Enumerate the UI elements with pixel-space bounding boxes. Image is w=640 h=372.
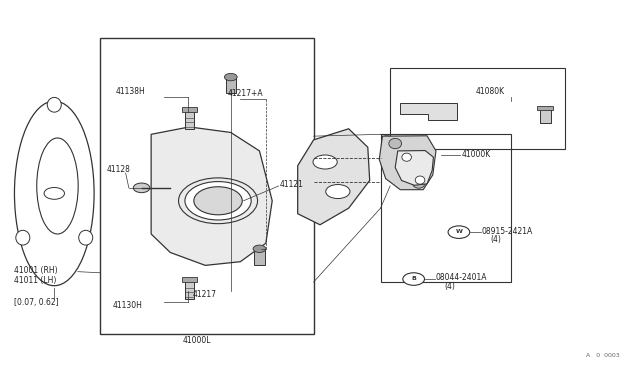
Circle shape (403, 273, 424, 285)
Bar (537, 106, 553, 110)
Bar (182, 107, 197, 112)
Ellipse shape (16, 230, 30, 245)
Circle shape (225, 73, 237, 81)
Text: 41121: 41121 (280, 180, 304, 189)
Text: W: W (456, 229, 462, 234)
Ellipse shape (412, 178, 425, 188)
Circle shape (185, 182, 251, 220)
Bar (381, 134, 511, 282)
Text: 08915-2421A: 08915-2421A (482, 227, 533, 235)
Ellipse shape (389, 138, 401, 149)
Text: 41217: 41217 (193, 291, 216, 299)
Text: (4): (4) (444, 282, 455, 291)
Text: 41000K: 41000K (461, 150, 491, 159)
Text: 41217+A: 41217+A (228, 89, 263, 98)
Bar (185, 280, 194, 299)
Ellipse shape (36, 138, 78, 234)
Circle shape (313, 155, 337, 169)
Polygon shape (151, 127, 272, 265)
Text: 41001 (RH): 41001 (RH) (14, 266, 58, 275)
Text: 41130H: 41130H (113, 301, 143, 311)
Circle shape (253, 245, 266, 253)
Bar (254, 250, 264, 264)
Bar (540, 109, 550, 123)
Text: 41128: 41128 (106, 165, 131, 174)
Circle shape (133, 183, 150, 193)
Text: 08044-2401A: 08044-2401A (436, 273, 488, 282)
Circle shape (194, 187, 243, 215)
Circle shape (448, 226, 470, 238)
Circle shape (326, 185, 350, 199)
Text: [0.07, 0.62]: [0.07, 0.62] (14, 298, 59, 307)
Text: B: B (412, 276, 416, 281)
Ellipse shape (15, 101, 94, 286)
Polygon shape (380, 136, 436, 190)
Ellipse shape (402, 153, 412, 161)
Bar (226, 78, 236, 93)
Polygon shape (298, 129, 370, 225)
Ellipse shape (415, 176, 425, 184)
Bar (100, 38, 314, 334)
Text: 41138H: 41138H (116, 87, 146, 96)
Text: A   0  0003: A 0 0003 (586, 353, 620, 358)
Polygon shape (399, 103, 457, 120)
Text: (4): (4) (491, 235, 502, 244)
Ellipse shape (79, 230, 93, 245)
Polygon shape (395, 151, 433, 185)
Bar (182, 277, 197, 282)
Circle shape (44, 187, 65, 199)
Bar (185, 110, 194, 129)
Text: 41000L: 41000L (183, 336, 211, 345)
Bar (390, 68, 565, 149)
Ellipse shape (47, 97, 61, 112)
Text: 41080K: 41080K (476, 87, 505, 96)
Text: 41011 (LH): 41011 (LH) (14, 276, 56, 285)
